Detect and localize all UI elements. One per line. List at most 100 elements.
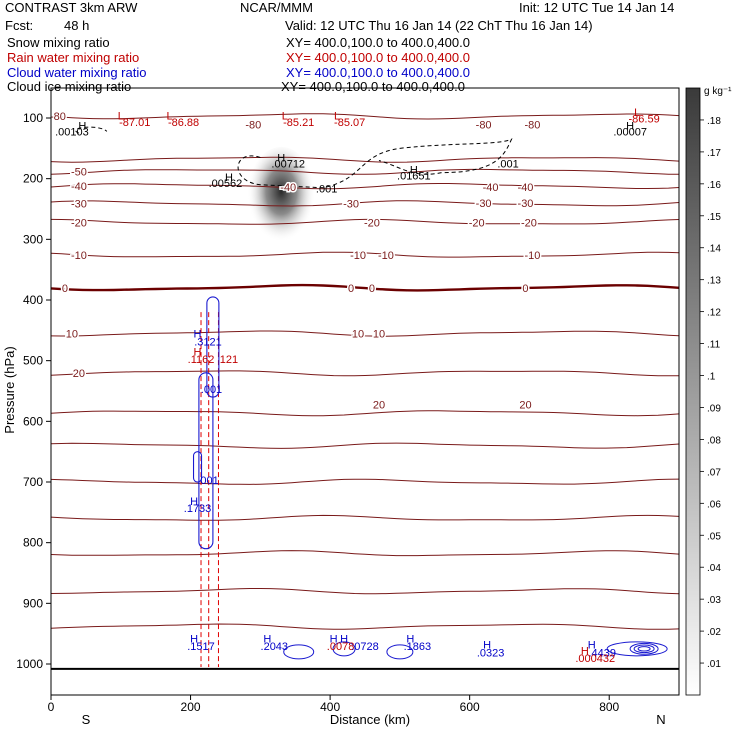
colorbar-tick-label: .16 — [707, 180, 721, 191]
isotherm-label: 10 — [373, 328, 385, 340]
cloud-water-contour — [637, 646, 651, 652]
colorbar-tick-label: .03 — [707, 595, 721, 606]
isotherm-label: -80 — [476, 120, 492, 132]
x-tick-label: 400 — [320, 700, 340, 714]
colorbar-tick-label: .18 — [707, 116, 721, 127]
isotherm-line — [51, 330, 679, 337]
isotherm-label: 20 — [519, 399, 531, 411]
extremum-annotation: H — [483, 640, 491, 652]
x-end-label-left: S — [82, 712, 91, 727]
extremum-annotation: -86.59 — [629, 114, 660, 126]
plot-area: -80-80 -80 -80-50-40 -40 -40 -40-30 -30 -30 -30-… — [50, 107, 679, 670]
y-tick-label: 400 — [23, 293, 43, 307]
extremum-annotation: .00712 — [271, 159, 305, 171]
extremum-annotation: -87.01 — [119, 117, 150, 129]
extremum-annotation: L — [282, 111, 288, 123]
isotherm-line — [51, 218, 679, 225]
y-tick-label: 900 — [23, 596, 43, 610]
field-cloud-water-name: Cloud water mixing ratio — [7, 65, 147, 80]
isotherm-label: -10 — [525, 250, 541, 262]
isotherm-label: -80 — [50, 111, 66, 123]
colorbar-tick-label: .06 — [707, 499, 721, 510]
extremum-annotation: H — [588, 640, 596, 652]
isotherm-label: -80 — [245, 120, 261, 132]
isotherm-line — [51, 251, 679, 258]
colorbar-tick-label: .09 — [707, 403, 721, 414]
extremum-annotation: H — [626, 120, 634, 132]
x-tick-label: 800 — [599, 700, 619, 714]
extremum-annotation: .001 — [497, 159, 518, 171]
extremum-annotation: .1517 — [187, 641, 215, 653]
y-tick-label: 600 — [23, 414, 43, 428]
extremum-annotation: .0728 — [351, 641, 379, 653]
isotherm-line — [51, 410, 679, 417]
isotherm-label: 0 — [522, 283, 528, 295]
center-label: NCAR/MMM — [240, 0, 313, 15]
isotherm-label: -20 — [71, 217, 87, 229]
cloud-water-contour — [332, 641, 356, 657]
extremum-annotation: H — [340, 634, 348, 646]
extremum-annotation: L — [118, 111, 124, 123]
x-axis: 0 200 400 600 800 — [48, 695, 620, 714]
extremum-annotation: .00562 — [209, 178, 243, 190]
y-tick-label: 800 — [23, 536, 43, 550]
plot-frame — [50, 87, 680, 696]
colorbar-tick-label: .01 — [707, 659, 721, 670]
cloud-water-contour — [283, 644, 315, 660]
isotherm-label: -30 — [71, 199, 87, 211]
cloud-water-contour — [386, 644, 414, 660]
valid-label: Valid: 12 UTC Thu 16 Jan 14 (22 ChT Thu … — [285, 18, 593, 33]
isotherm-label: -80 — [525, 120, 541, 132]
x-end-label-right: N — [656, 712, 665, 727]
isotherm-line — [51, 168, 679, 175]
isotherm-label: 0 — [348, 283, 354, 295]
isotherm-line — [51, 514, 679, 521]
init-label: Init: 12 UTC Tue 14 Jan 14 — [519, 0, 675, 15]
isotherm-label: 0 — [369, 283, 375, 295]
extremum-annotation: .001 — [201, 384, 222, 396]
isotherm-label: 20 — [73, 368, 85, 380]
extremum-annotation: H — [581, 646, 589, 658]
cloud-ice-contour — [75, 126, 108, 134]
colorbar-tick-label: .11 — [707, 340, 721, 351]
colorbar-tick-label: .1 — [707, 372, 716, 383]
extremum-annotation: L — [634, 107, 640, 119]
field-rain-name: Rain water mixing ratio — [7, 50, 140, 65]
isotherm-label: -40 — [71, 181, 87, 193]
isotherm-label: -50 — [71, 166, 87, 178]
y-tick-label: 300 — [23, 232, 43, 246]
cloud-water-contour — [629, 642, 659, 655]
extremum-annotation: H — [406, 634, 414, 646]
isotherm-label: -30 — [343, 199, 359, 211]
extremum-annotation: .3121 — [194, 336, 222, 348]
y-tick-label: 100 — [23, 111, 43, 125]
isotherm-line — [51, 478, 679, 485]
isotherm-label: -30 — [476, 198, 492, 210]
colorbar-tick-label: .17 — [707, 148, 721, 159]
x-axis-label: Distance (km) — [330, 712, 410, 727]
extremum-annotation: .2043 — [261, 641, 289, 653]
colorbar: g kg⁻¹ .01 .02 .03 .04 .05 .06 .07 .08 .09 .1 .11.… — [685, 86, 732, 696]
extremum-annotation: .01651 — [397, 171, 431, 183]
fcst-label: Fcst: — [5, 18, 34, 33]
isotherm-line — [51, 283, 679, 292]
y-axis: 100 200 300 400 500 600 700 800 900 1000 — [16, 111, 51, 671]
field-cloud-ice-xy: XY= 400.0,100.0 to 400.0,400.0 — [281, 79, 465, 94]
extremum-annotation: .1733 — [184, 503, 212, 515]
field-cloud-ice-name: Cloud ice mixing ratio — [7, 79, 132, 94]
cloud-water-contour — [633, 644, 655, 654]
y-axis-label: Pressure (hPa) — [2, 346, 17, 433]
isotherm-label: 20 — [373, 399, 385, 411]
extremum-annotation: .1162 — [188, 354, 215, 366]
extremum-annotation: 121 — [220, 354, 238, 366]
extremum-annotation: .001 — [197, 475, 218, 487]
isotherm-label: -10 — [350, 250, 366, 262]
x-tick-label: 600 — [460, 700, 480, 714]
extremum-annotation: H — [78, 120, 86, 132]
colorbar-gradient — [685, 87, 701, 696]
extremum-annotation: .0323 — [477, 647, 505, 659]
colorbar-tick-label: .04 — [707, 563, 721, 574]
colorbar-tick-label: .12 — [707, 308, 721, 319]
extremum-annotation: H — [263, 634, 271, 646]
field-cloud-water-xy: XY= 400.0,100.0 to 400.0,400.0 — [286, 65, 470, 80]
